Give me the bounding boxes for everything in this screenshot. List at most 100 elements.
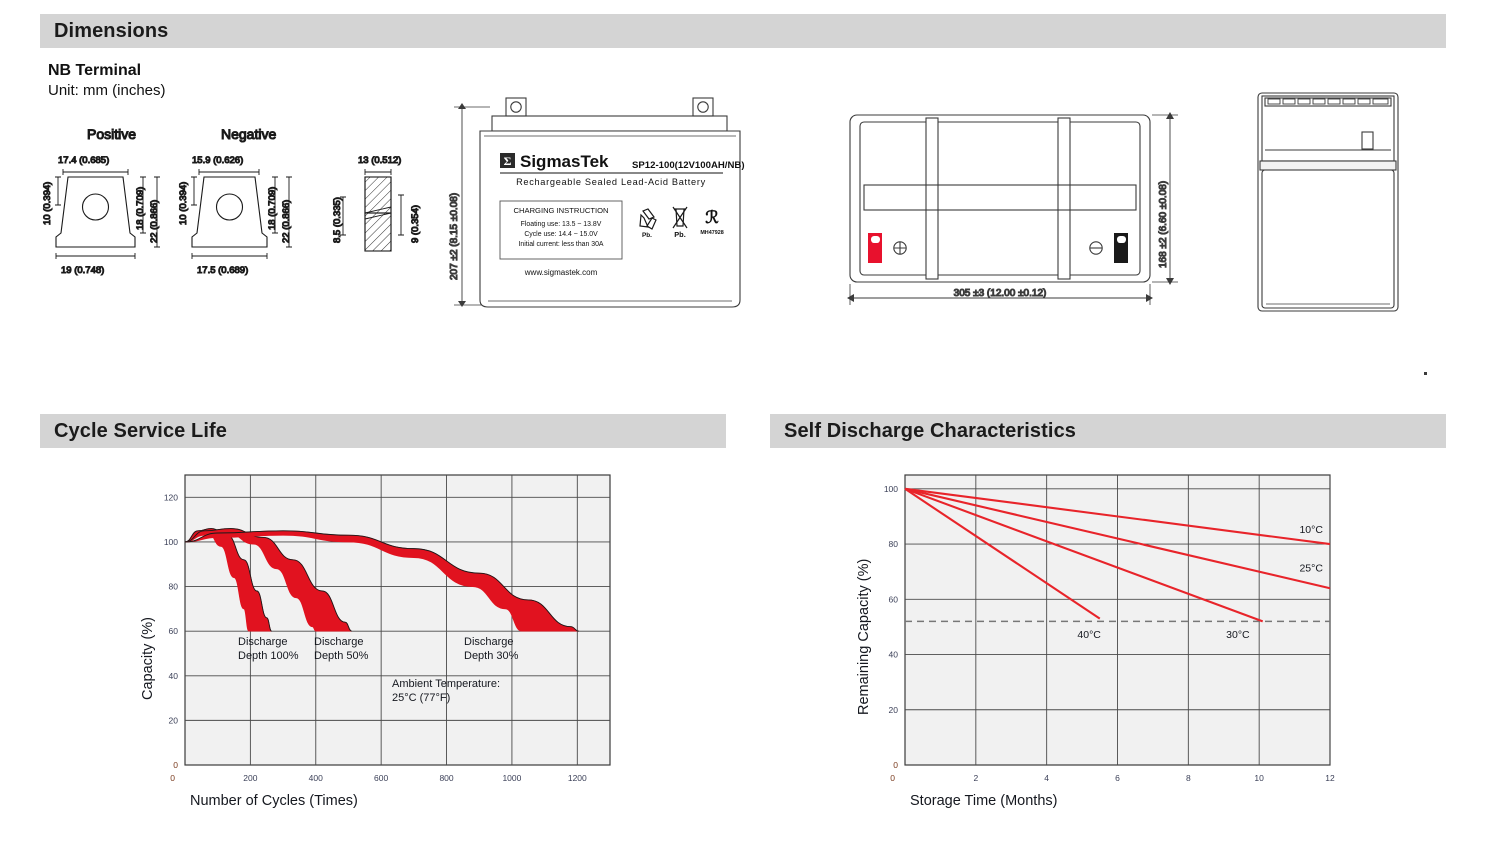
section-header-self-discharge: Self Discharge Characteristics <box>770 414 1446 448</box>
self-discharge-x-tick: 10 <box>1254 773 1264 783</box>
series-label-30C: 30°C <box>1226 629 1250 641</box>
cycle-annotations: Discharge Depth 100% Discharge Depth 50%… <box>238 636 519 704</box>
sigmastek-logo-mark <box>500 153 515 168</box>
discharge-curve <box>904 487 1331 546</box>
section-header-dimensions: Dimensions <box>40 14 1446 48</box>
svg-text:Pb.: Pb. <box>642 232 652 239</box>
recycle-pb-icon: Pb. <box>639 208 657 239</box>
brand-name: SigmasTek <box>520 152 609 171</box>
self-discharge-x-tick: 8 <box>1186 773 1191 783</box>
charging-line-3: Initial current: less than 30A <box>518 241 603 248</box>
self-discharge-y-tick: 20 <box>889 705 899 715</box>
section-title-self-discharge: Self Discharge Characteristics <box>784 419 1077 442</box>
discharge-curve <box>904 487 1264 623</box>
self-discharge-y-tick: 40 <box>889 650 899 660</box>
website: www.sigmastek.com <box>524 268 598 277</box>
self-discharge-tick-labels: 0 20 40 60 80 100 0 2 4 6 8 10 12 <box>884 484 1335 783</box>
cycle-y-axis-label: Capacity (%) <box>140 617 156 700</box>
front-height-dim: 207 ±2 (8.15 ±0.08) <box>449 193 460 280</box>
series-label-25C: 25°C <box>1299 563 1323 575</box>
self-discharge-x-axis-label: Storage Time (Months) <box>910 793 1057 809</box>
series-label-10C: 10°C <box>1299 524 1323 536</box>
svg-text:Discharge: Discharge <box>314 636 364 648</box>
self-discharge-y-tick: 60 <box>889 594 899 604</box>
sigma-glyph: Σ <box>504 154 512 168</box>
positive-left-height: 10 (0.394) <box>42 182 53 225</box>
self-discharge-x-tick: 6 <box>1115 773 1120 783</box>
cycle-x-tick: 0 <box>170 773 175 783</box>
cycle-x-tick: 800 <box>439 773 453 783</box>
section-gap: 8.5 (0.335) <box>332 197 343 243</box>
discharge-curve <box>904 487 1331 590</box>
discharge-curve <box>904 487 1101 620</box>
charging-line-2: Cycle use: 14.4 ~ 15.0V <box>524 231 598 238</box>
svg-text:Depth 30%: Depth 30% <box>464 650 519 662</box>
page-artifact-dot <box>1424 372 1427 375</box>
svg-text:Pb.: Pb. <box>674 230 686 239</box>
negative-caption: Negative <box>221 126 276 142</box>
section-title-cycle-service-life: Cycle Service Life <box>54 419 228 442</box>
cycle-y-tick: 40 <box>169 671 179 681</box>
ul-listed-icon: ℛ MH47928 <box>700 208 723 236</box>
battery-type-line: Rechargeable Sealed Lead-Acid Battery <box>516 177 706 187</box>
self-discharge-series <box>904 487 1331 623</box>
self-discharge-x-tick: 4 <box>1044 773 1049 783</box>
section-title-dimensions: Dimensions <box>54 19 169 42</box>
svg-text:25°C (77°F): 25°C (77°F) <box>392 692 450 704</box>
model-number: SP12-100(12V100AH/NB) <box>632 160 745 171</box>
cycle-y-tick: 100 <box>164 537 178 547</box>
svg-text:MH47928: MH47928 <box>700 230 723 236</box>
positive-base-width: 19 (0.748) <box>61 265 104 276</box>
nb-terminal-heading: NB Terminal <box>48 62 142 79</box>
battery-side-view <box>1257 92 1399 312</box>
charging-title: CHARGING INSTRUCTION <box>514 206 609 215</box>
svg-text:Depth 50%: Depth 50% <box>314 650 369 662</box>
self-discharge-y-tick: 80 <box>889 539 899 549</box>
no-bin-pb-icon: Pb. <box>672 206 688 239</box>
charging-instruction-box <box>499 200 623 260</box>
cycle-data-bands <box>184 528 579 632</box>
cycle-x-tick: 1200 <box>568 773 587 783</box>
positive-inner-height: 18 (0.709) <box>135 187 146 230</box>
self-discharge-y-tick: 0 <box>893 760 898 770</box>
positive-caption: Positive <box>87 126 136 142</box>
battery-top-view: 168 ±2 (6.60 ±0.08) 305 ±3 (12.00 ±0.12) <box>847 112 1178 305</box>
cycle-y-tick: 120 <box>164 492 178 502</box>
charging-line-1: Floating use: 13.5 ~ 13.8V <box>521 221 602 228</box>
self-discharge-series-labels: 10°C 25°C 30°C 40°C <box>1077 524 1323 641</box>
cycle-x-tick: 400 <box>309 773 323 783</box>
series-label-40C: 40°C <box>1077 629 1101 641</box>
top-width-dim: 305 ±3 (12.00 ±0.12) <box>954 288 1047 299</box>
self-discharge-x-tick: 12 <box>1325 773 1335 783</box>
svg-text:Depth 100%: Depth 100% <box>238 650 299 662</box>
svg-text:Discharge: Discharge <box>238 636 288 648</box>
self-discharge-y-axis-label: Remaining Capacity (%) <box>856 559 872 715</box>
terminal-drawings: Positive 17.4 (0.685) 10 (0.394) 18 (0.7… <box>41 125 421 276</box>
unit-note: Unit: mm (inches) <box>48 82 166 99</box>
negative-top-width: 15.9 (0.626) <box>192 155 243 166</box>
cycle-x-tick: 200 <box>243 773 257 783</box>
section-header-cycle-service-life: Cycle Service Life <box>40 414 726 448</box>
cycle-y-tick: 60 <box>169 626 179 636</box>
svg-text:Discharge: Discharge <box>464 636 514 648</box>
negative-inner-height: 18 (0.709) <box>267 187 278 230</box>
cycle-y-tick: 0 <box>173 760 178 770</box>
negative-terminal-top <box>1089 233 1128 263</box>
cycle-x-tick: 600 <box>374 773 388 783</box>
cycle-y-tick: 20 <box>169 715 179 725</box>
positive-terminal-top <box>868 233 907 263</box>
self-discharge-y-tick: 100 <box>884 484 898 494</box>
self-discharge-chart: 0 20 40 60 80 100 0 2 4 6 8 10 12 10°C 25°C 30°C 40°C R… <box>856 474 1335 809</box>
top-depth-dim: 168 ±2 (6.60 ±0.08) <box>1158 181 1169 268</box>
svg-text:Ambient Temperature:: Ambient Temperature: <box>392 678 500 690</box>
self-discharge-x-tick: 0 <box>890 773 895 783</box>
positive-outer-height: 22 (0.866) <box>149 200 160 243</box>
svg-text:ℛ: ℛ <box>705 208 719 227</box>
section-height: 9 (0.354) <box>410 205 421 243</box>
cycle-y-tick: 80 <box>169 582 179 592</box>
self-discharge-x-tick: 2 <box>973 773 978 783</box>
negative-outer-height: 22 (0.866) <box>281 200 292 243</box>
negative-base-width: 17.5 (0.689) <box>197 265 248 276</box>
cycle-x-tick: 1000 <box>502 773 521 783</box>
